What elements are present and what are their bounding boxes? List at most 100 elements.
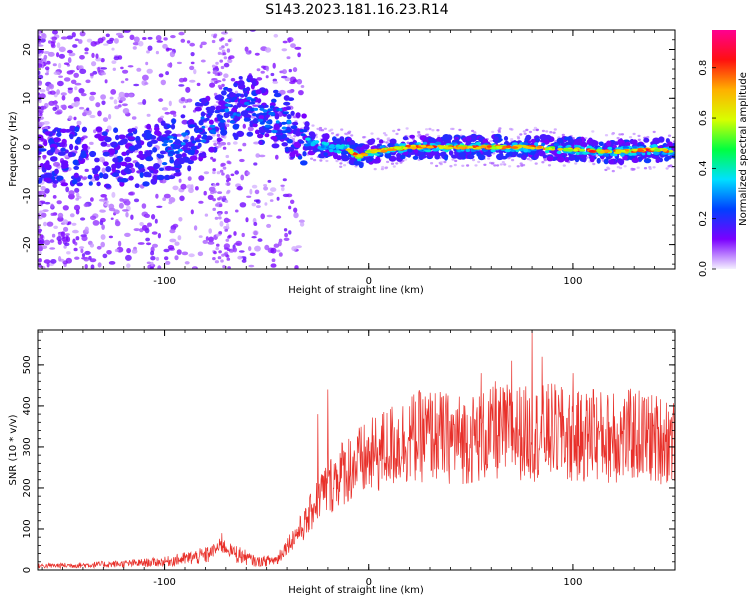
heatmap-cell — [163, 193, 171, 199]
heatmap-cell — [236, 113, 241, 117]
heatmap-cell — [247, 126, 254, 132]
heatmap-cell — [631, 157, 639, 163]
heatmap-cell — [474, 164, 478, 167]
heatmap-cell — [189, 124, 196, 128]
heatmap-cell — [139, 222, 144, 226]
heatmap-cell — [212, 207, 216, 211]
heatmap-cell — [218, 250, 222, 254]
heatmap-cell — [96, 245, 102, 250]
heatmap-cell — [221, 49, 226, 53]
heatmap-cell — [40, 186, 46, 191]
heatmap-cell — [38, 258, 42, 263]
heatmap-cell — [607, 146, 612, 150]
heatmap-cell — [208, 228, 212, 234]
heatmap-cell — [193, 69, 197, 75]
colorbar-ramp — [712, 30, 736, 269]
heatmap-cell — [276, 196, 280, 201]
heatmap-cell — [79, 31, 86, 37]
heatmap-cell — [190, 209, 194, 215]
heatmap-cell — [278, 108, 283, 112]
heatmap-cell — [74, 145, 79, 151]
heatmap-cell — [436, 136, 442, 143]
heatmap-cell — [52, 30, 58, 35]
heatmap-cell — [227, 266, 231, 269]
heatmap-cell — [74, 38, 79, 42]
heatmap-cell — [342, 140, 348, 145]
heatmap-cell — [86, 110, 92, 116]
heatmap-cell — [417, 130, 421, 134]
heatmap-cell — [198, 235, 203, 238]
heatmap-cell — [233, 231, 237, 236]
heatmap-cell — [246, 171, 251, 175]
heatmap-cell — [207, 194, 214, 200]
heatmap-cell — [461, 164, 465, 167]
heatmap-cell — [162, 197, 167, 202]
heatmap-cell — [501, 161, 505, 164]
heatmap-cell — [50, 41, 55, 48]
heatmap-cell — [294, 46, 302, 50]
heatmap-cell — [190, 61, 195, 65]
heatmap-cell — [105, 166, 112, 173]
heatmap-cell — [198, 200, 204, 204]
heatmap-cell — [73, 172, 79, 178]
heatmap-cell — [253, 230, 258, 236]
heatmap-cell — [611, 169, 615, 173]
heatmap-cell — [291, 138, 295, 141]
heatmap-cell — [557, 156, 565, 163]
heatmap-cell — [425, 128, 429, 131]
heatmap-cell — [40, 174, 47, 179]
heatmap-cell — [556, 137, 564, 144]
heatmap-cell — [585, 156, 590, 159]
heatmap-cell — [89, 91, 97, 96]
heatmap-cell — [74, 82, 82, 86]
heatmap-cell — [231, 99, 235, 103]
heatmap-cell — [282, 111, 289, 115]
heatmap-cell — [38, 237, 42, 243]
heatmap-cell — [243, 92, 248, 98]
heatmap-cell — [284, 77, 291, 82]
heatmap-cell — [493, 164, 497, 167]
heatmap-cell — [220, 119, 226, 123]
heatmap-cell — [544, 147, 550, 151]
heatmap-cell — [122, 198, 130, 202]
heatmap-cell — [224, 43, 229, 47]
heatmap-cell — [525, 128, 529, 132]
heatmap-cell — [48, 40, 52, 44]
heatmap-cell — [286, 138, 293, 144]
heatmap-cell — [258, 154, 266, 158]
heatmap-cell — [230, 173, 235, 177]
heatmap-cell — [266, 223, 272, 228]
heatmap-cell — [98, 135, 105, 142]
heatmap-cell — [628, 136, 633, 139]
heatmap-cell — [235, 240, 243, 246]
heatmap-cell — [49, 90, 56, 95]
heatmap-cell — [271, 98, 277, 104]
heatmap-cell — [343, 145, 348, 149]
heatmap-cell — [65, 186, 70, 193]
heatmap-cell — [189, 65, 195, 71]
heatmap-cell — [216, 171, 221, 175]
heatmap-cell — [48, 137, 54, 144]
heatmap-cell — [225, 238, 230, 242]
heatmap-cell — [637, 138, 641, 141]
heatmap-cell — [215, 182, 220, 186]
heatmap-cell — [272, 80, 279, 84]
heatmap-cell — [46, 86, 50, 92]
heatmap-cell — [222, 195, 226, 199]
heatmap-cell — [38, 177, 43, 182]
heatmap-cell — [48, 100, 55, 106]
heatmap-cell — [281, 121, 287, 125]
heatmap-cell — [143, 152, 152, 157]
heatmap-cell — [242, 87, 248, 92]
heatmap-cell — [215, 233, 220, 237]
heatmap-cell — [71, 32, 76, 38]
heatmap-cell — [84, 226, 89, 233]
heatmap-cell — [353, 160, 360, 166]
heatmap-cell — [273, 89, 279, 94]
heatmap-cell — [246, 131, 254, 137]
heatmap-cell — [70, 79, 77, 85]
heatmap-cell — [498, 127, 502, 130]
heatmap-cell — [105, 33, 110, 38]
heatmap-cell — [164, 137, 170, 141]
heatmap-cell — [200, 97, 208, 105]
